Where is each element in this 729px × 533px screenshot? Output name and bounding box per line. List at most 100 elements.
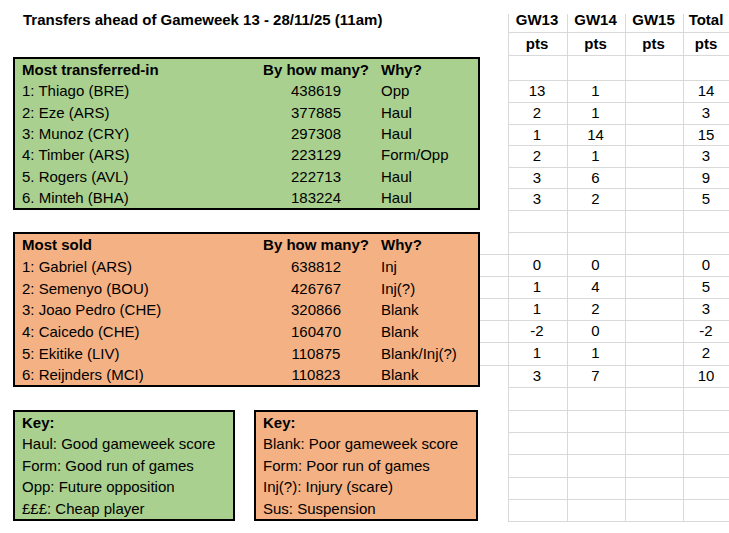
key-line: Blank: Poor gameweek score bbox=[256, 433, 476, 455]
player-cell: 3: Joao Pedro (CHE) bbox=[22, 301, 161, 318]
points-cell-gw15 bbox=[625, 342, 683, 364]
points-cell-gw14: 1 bbox=[567, 102, 625, 124]
table-row: 2: Eze (ARS) 377885 Haul bbox=[15, 101, 478, 122]
points-cell-total: 5 bbox=[683, 188, 729, 210]
table-row: 6. Minteh (BHA) 183224 Haul bbox=[15, 186, 478, 207]
gridline-h bbox=[508, 432, 729, 433]
gridline-h bbox=[508, 232, 729, 233]
key-line: Haul: Good gameweek score bbox=[15, 433, 233, 455]
table-row: 5: Ekitike (LIV) 110875 Blank/Inj(?) bbox=[15, 342, 478, 364]
player-cell: 4: Caicedo (CHE) bbox=[22, 322, 140, 339]
why-cell: Form/Opp bbox=[381, 146, 449, 163]
why-cell: Blank/Inj(?) bbox=[381, 344, 457, 361]
points-cell-gw14: 0 bbox=[567, 320, 625, 342]
points-cell-total: 5 bbox=[683, 276, 729, 298]
col-header-gw14: GW14 bbox=[567, 9, 625, 31]
why-cell: Opp bbox=[381, 82, 409, 99]
points-cell-total: 10 bbox=[683, 365, 729, 387]
gridline-h bbox=[508, 477, 729, 478]
points-cell-gw14: 7 bbox=[567, 365, 625, 387]
player-cell: 2: Semenyo (BOU) bbox=[22, 279, 149, 296]
table-title: Most transferred-in bbox=[22, 61, 159, 78]
points-cell-total: 3 bbox=[683, 298, 729, 320]
why-cell: Inj(?) bbox=[381, 279, 415, 296]
points-cell-total: 15 bbox=[683, 124, 729, 146]
player-cell: 1: Thiago (BRE) bbox=[22, 82, 129, 99]
points-cell-gw13: 1 bbox=[508, 298, 566, 320]
points-cell-gw15 bbox=[625, 298, 683, 320]
key-line: Sus: Suspension bbox=[256, 498, 476, 520]
table-row: 5. Rogers (AVL) 222713 Haul bbox=[15, 165, 478, 186]
points-cell-gw13: 3 bbox=[508, 167, 566, 189]
points-cell-gw13: 3 bbox=[508, 365, 566, 387]
count-cell: 297308 bbox=[256, 124, 376, 141]
gridline-h bbox=[508, 387, 729, 388]
count-cell: 438619 bbox=[256, 82, 376, 99]
player-cell: 6. Minteh (BHA) bbox=[22, 188, 129, 205]
points-cell-gw13: 13 bbox=[508, 80, 566, 102]
why-cell: Inj bbox=[381, 257, 397, 274]
points-cell-gw15 bbox=[625, 188, 683, 210]
col-header-gw15: GW15 bbox=[625, 9, 683, 31]
points-cell-total: -2 bbox=[683, 320, 729, 342]
table-header-row: Most sold By how many? Why? bbox=[15, 234, 478, 256]
key-green-box: Key: Haul: Good gameweek score Form: Goo… bbox=[13, 410, 235, 522]
table-row: 3: Joao Pedro (CHE) 320866 Blank bbox=[15, 298, 478, 320]
points-cell-gw13: 2 bbox=[508, 102, 566, 124]
col-header-total: Total bbox=[683, 9, 729, 31]
table-row: 3: Munoz (CRY) 297308 Haul bbox=[15, 122, 478, 143]
points-cell-gw15 bbox=[625, 320, 683, 342]
player-cell: 6: Reijnders (MCI) bbox=[22, 366, 144, 383]
key-line: £££: Cheap player bbox=[15, 498, 233, 520]
points-cell-total: 14 bbox=[683, 80, 729, 102]
key-orange-box: Key: Blank: Poor gameweek score Form: Po… bbox=[254, 410, 478, 522]
table-row: 1: Thiago (BRE) 438619 Opp bbox=[15, 80, 478, 101]
points-cell-gw15 bbox=[625, 145, 683, 167]
table-row: 6: Reijnders (MCI) 110823 Blank bbox=[15, 363, 478, 385]
points-cell-gw14: 6 bbox=[567, 167, 625, 189]
table-row: 4: Caicedo (CHE) 160470 Blank bbox=[15, 320, 478, 342]
gridline-h bbox=[508, 454, 729, 455]
why-header: Why? bbox=[381, 236, 422, 253]
key-line: Form: Good run of games bbox=[15, 455, 233, 477]
points-cell-total: 3 bbox=[683, 102, 729, 124]
count-header: By how many? bbox=[256, 61, 376, 78]
gridline-h bbox=[508, 499, 729, 500]
why-cell: Haul bbox=[381, 124, 412, 141]
table-row: 2: Semenyo (BOU) 426767 Inj(?) bbox=[15, 277, 478, 299]
points-cell-gw15 bbox=[625, 124, 683, 146]
gridline-h bbox=[508, 521, 729, 522]
col-header-gw13: GW13 bbox=[508, 9, 566, 31]
points-cell-gw14: 2 bbox=[567, 188, 625, 210]
points-cell-gw14: 14 bbox=[567, 124, 625, 146]
points-cell-gw15 bbox=[625, 276, 683, 298]
count-cell: 377885 bbox=[256, 103, 376, 120]
points-cell-total: 0 bbox=[683, 254, 729, 276]
count-cell: 638812 bbox=[256, 257, 376, 274]
col-subheader-pts: pts bbox=[683, 33, 729, 55]
gridline-h bbox=[508, 410, 729, 411]
points-cell-gw14: 4 bbox=[567, 276, 625, 298]
points-cell-gw13: 3 bbox=[508, 188, 566, 210]
points-cell-gw14: 1 bbox=[567, 145, 625, 167]
most-sold-table: Most sold By how many? Why? 1: Gabriel (… bbox=[13, 232, 480, 388]
points-cell-gw15 bbox=[625, 80, 683, 102]
key-title: Key: bbox=[256, 412, 476, 434]
why-cell: Haul bbox=[381, 103, 412, 120]
key-line: Form: Poor run of games bbox=[256, 455, 476, 477]
count-cell: 160470 bbox=[256, 322, 376, 339]
table-row: 1: Gabriel (ARS) 638812 Inj bbox=[15, 255, 478, 277]
count-header: By how many? bbox=[256, 236, 376, 253]
count-cell: 110823 bbox=[256, 366, 376, 383]
points-cell-gw13: 1 bbox=[508, 342, 566, 364]
table-header-row: Most transferred-in By how many? Why? bbox=[15, 59, 478, 80]
why-cell: Blank bbox=[381, 366, 419, 383]
points-cell-gw13: 2 bbox=[508, 145, 566, 167]
points-cell-gw14: 0 bbox=[567, 254, 625, 276]
points-cell-gw15 bbox=[625, 102, 683, 124]
why-cell: Blank bbox=[381, 322, 419, 339]
col-subheader-pts: pts bbox=[625, 33, 683, 55]
key-line: Opp: Future opposition bbox=[15, 476, 233, 498]
points-cell-gw14: 1 bbox=[567, 342, 625, 364]
player-cell: 3: Munoz (CRY) bbox=[22, 124, 129, 141]
